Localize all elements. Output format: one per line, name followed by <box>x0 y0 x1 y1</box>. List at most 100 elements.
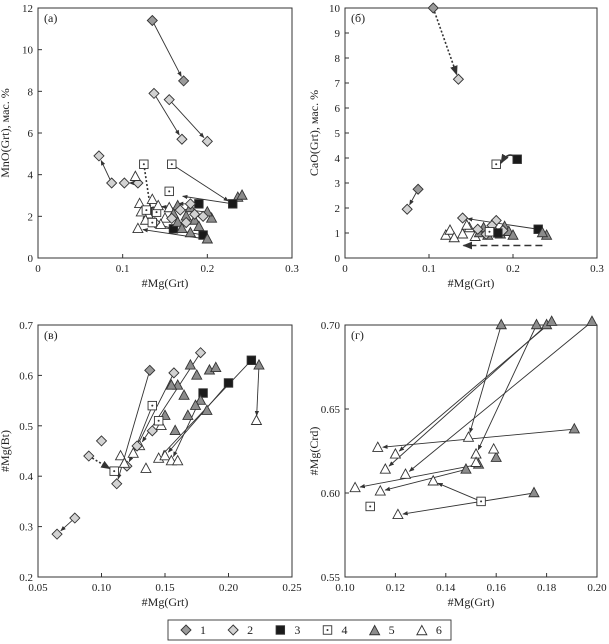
data-point-triangle <box>210 361 222 373</box>
y-tick-label: 1 <box>335 228 341 240</box>
x-axis-label: #Mg(Grt) <box>142 276 189 290</box>
trend-arrow <box>402 492 535 516</box>
trend-arrow <box>432 7 458 76</box>
y-tick-label: 12 <box>22 3 33 15</box>
x-tick-label: 0.15 <box>155 582 175 594</box>
trend-arrow <box>408 321 593 472</box>
chart-panel-3: 0.05 0.10 0.15 0.20 0.25 0.2 0.3 0.4 0.5 0.6 0.7 #M… <box>0 320 302 609</box>
x-tick-label: 0.1 <box>422 263 436 275</box>
trend-arrow <box>398 321 552 452</box>
y-tick-label: 4 <box>28 170 34 182</box>
data-point-triangle <box>507 229 519 240</box>
y-tick-label: 0.6 <box>19 370 33 382</box>
data-point-diamond <box>146 425 158 437</box>
data-point-triangle <box>201 232 214 244</box>
data-point-triangle <box>392 508 404 520</box>
data-point-square <box>228 199 238 209</box>
data-point-triangle <box>182 409 194 420</box>
y-axis-label: #Mg(Crd) <box>307 427 321 476</box>
x-tick-label: 0 <box>35 263 41 275</box>
data-point-square-dot <box>495 163 498 166</box>
plot-frame <box>344 7 598 259</box>
trend-arrow <box>167 382 229 453</box>
data-point-diamond <box>118 177 130 189</box>
data-point-triangle <box>253 358 265 370</box>
x-axis-label: #Mg(Grt) <box>448 595 495 609</box>
data-point-triangle <box>368 624 381 636</box>
legend-entry-2: 2 <box>227 623 253 637</box>
data-point-triangle <box>176 222 188 234</box>
data-point-diamond <box>452 73 465 85</box>
data-point-diamond <box>93 150 105 162</box>
data-point-triangle <box>545 315 558 326</box>
data-point-triangle <box>448 231 460 243</box>
data-point-triangle <box>416 624 428 636</box>
x-axis-label: #Mg(Grt) <box>142 595 189 609</box>
legend-entry-4: 4 <box>322 623 348 637</box>
y-tick-label: 2 <box>28 211 34 223</box>
chart-panel-4: 0.10 0.12 0.14 0.16 0.18 0.20 0.55 0.60 0.65 0.70… <box>307 315 607 609</box>
legend-label: 1 <box>200 623 206 637</box>
chart-panel-2: 0 0.1 0.2 0.3 0 1 2 3 4 5 6 7 8 9 10 #Mg(Grt) CaO(Grt), … <box>307 2 604 290</box>
data-point-triangle <box>184 358 197 370</box>
data-point-triangle <box>487 442 500 454</box>
y-tick-label: 0.70 <box>321 320 341 332</box>
legend-label: 2 <box>247 623 253 637</box>
data-point-diamond <box>184 198 197 210</box>
data-point-triangle <box>536 226 549 238</box>
data-point-triangle <box>528 486 540 498</box>
legend: 1 2 3 4 5 6 <box>167 619 452 641</box>
data-point-diamond <box>180 216 192 229</box>
data-point-diamond <box>197 210 209 222</box>
data-point-diamond <box>95 435 108 447</box>
legend-entry-3: 3 <box>275 623 300 637</box>
data-point-square-dot <box>157 419 160 422</box>
data-point-triangle <box>118 457 131 468</box>
y-tick-label: 0.55 <box>321 572 341 584</box>
legend-entry-5: 5 <box>368 623 395 637</box>
y-tick-label: 2 <box>335 203 341 215</box>
y-tick-label: 7 <box>335 78 341 90</box>
x-tick-label: 0.16 <box>487 582 507 594</box>
trend-arrow <box>151 20 182 77</box>
data-point-diamond <box>51 528 63 540</box>
data-point-square-dot <box>151 404 154 407</box>
x-tick-label: 0.05 <box>28 582 48 594</box>
y-tick-label: 3 <box>335 178 341 190</box>
data-point-triangle <box>163 201 175 213</box>
data-point-triangle <box>127 447 140 458</box>
data-point-diamond <box>111 478 123 490</box>
data-point-square-dot <box>168 190 171 193</box>
legend-entry-1: 1 <box>180 623 206 637</box>
data-point-triangle <box>495 318 507 330</box>
data-point-square <box>223 378 234 388</box>
y-tick-label: 6 <box>28 128 34 140</box>
data-point-triangle <box>427 474 439 486</box>
data-point-square <box>198 388 208 398</box>
data-point-diamond <box>83 450 95 462</box>
y-tick-label: 8 <box>335 53 341 65</box>
data-point-diamond <box>176 133 188 145</box>
data-point-diamond <box>163 94 175 106</box>
data-point-square <box>246 355 257 365</box>
data-point-square-dot <box>488 230 491 233</box>
y-tick-label: 10 <box>329 3 341 15</box>
data-point-triangle <box>189 399 202 410</box>
y-tick-label: 0.60 <box>321 488 341 500</box>
data-point-triangle <box>444 224 456 235</box>
data-point-square <box>493 228 503 238</box>
data-point-diamond <box>106 177 118 189</box>
x-tick-label: 0.20 <box>587 582 607 594</box>
legend-entry-6: 6 <box>416 623 442 637</box>
y-tick-label: 0 <box>28 253 34 265</box>
data-point-triangle <box>159 449 171 461</box>
trend-arrow <box>384 469 467 491</box>
legend-label: 4 <box>342 623 348 637</box>
y-tick-label: 5 <box>335 128 341 140</box>
data-point-diamond <box>144 364 156 376</box>
data-point-square-dot <box>170 163 173 166</box>
data-point-triangle <box>114 449 127 461</box>
data-point-diamond <box>166 212 178 225</box>
data-point-square-dot <box>142 163 145 166</box>
